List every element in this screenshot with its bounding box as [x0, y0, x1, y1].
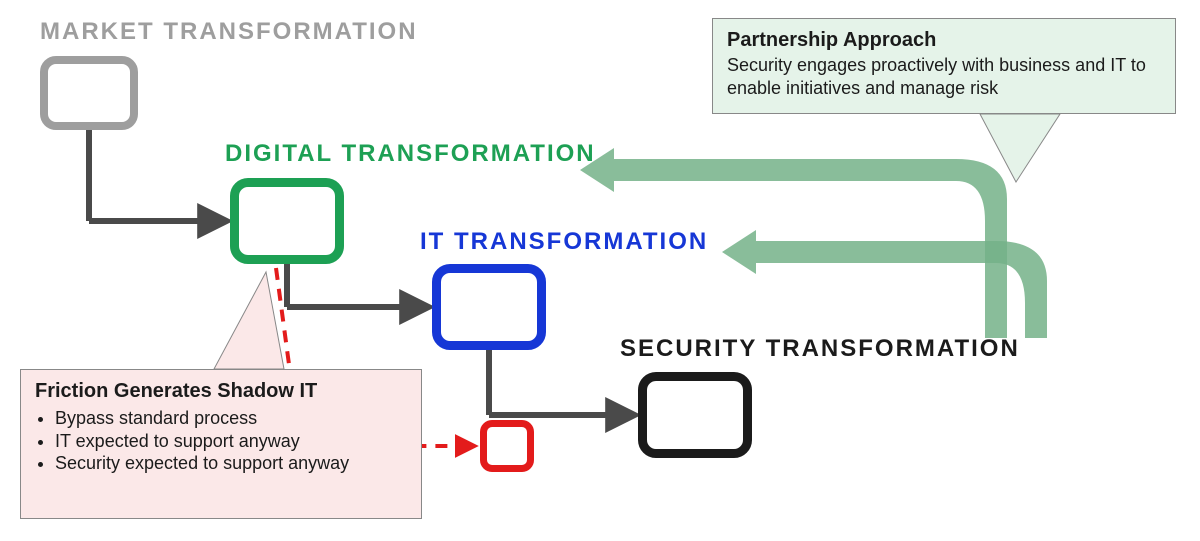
partnership-callout-body: Security engages proactively with busine…: [727, 54, 1161, 99]
partnership-callout-title: Partnership Approach: [727, 29, 1161, 52]
partnership-callout: Partnership Approach Security engages pr…: [712, 18, 1176, 114]
security-transformation-title: SECURITY TRANSFORMATION: [620, 335, 1020, 363]
security-transformation-box: [638, 372, 752, 458]
it-transformation-box: [432, 264, 546, 350]
digital-transformation-title: DIGITAL TRANSFORMATION: [225, 140, 596, 168]
friction-bullet: IT expected to support anyway: [55, 430, 407, 453]
it-transformation-title: IT TRANSFORMATION: [420, 228, 708, 256]
friction-callout-bullets: Bypass standard processIT expected to su…: [35, 407, 407, 475]
market-transformation-box: [40, 56, 138, 130]
diagram-canvas: MARKET TRANSFORMATION DIGITAL TRANSFORMA…: [0, 0, 1200, 541]
digital-transformation-box: [230, 178, 344, 264]
friction-callout: Friction Generates Shadow IT Bypass stan…: [20, 369, 422, 519]
friction-callout-title: Friction Generates Shadow IT: [35, 380, 407, 403]
market-transformation-title: MARKET TRANSFORMATION: [40, 18, 418, 46]
friction-bullet: Security expected to support anyway: [55, 452, 407, 475]
friction-bullet: Bypass standard process: [55, 407, 407, 430]
shadow-it-box: [480, 420, 534, 472]
